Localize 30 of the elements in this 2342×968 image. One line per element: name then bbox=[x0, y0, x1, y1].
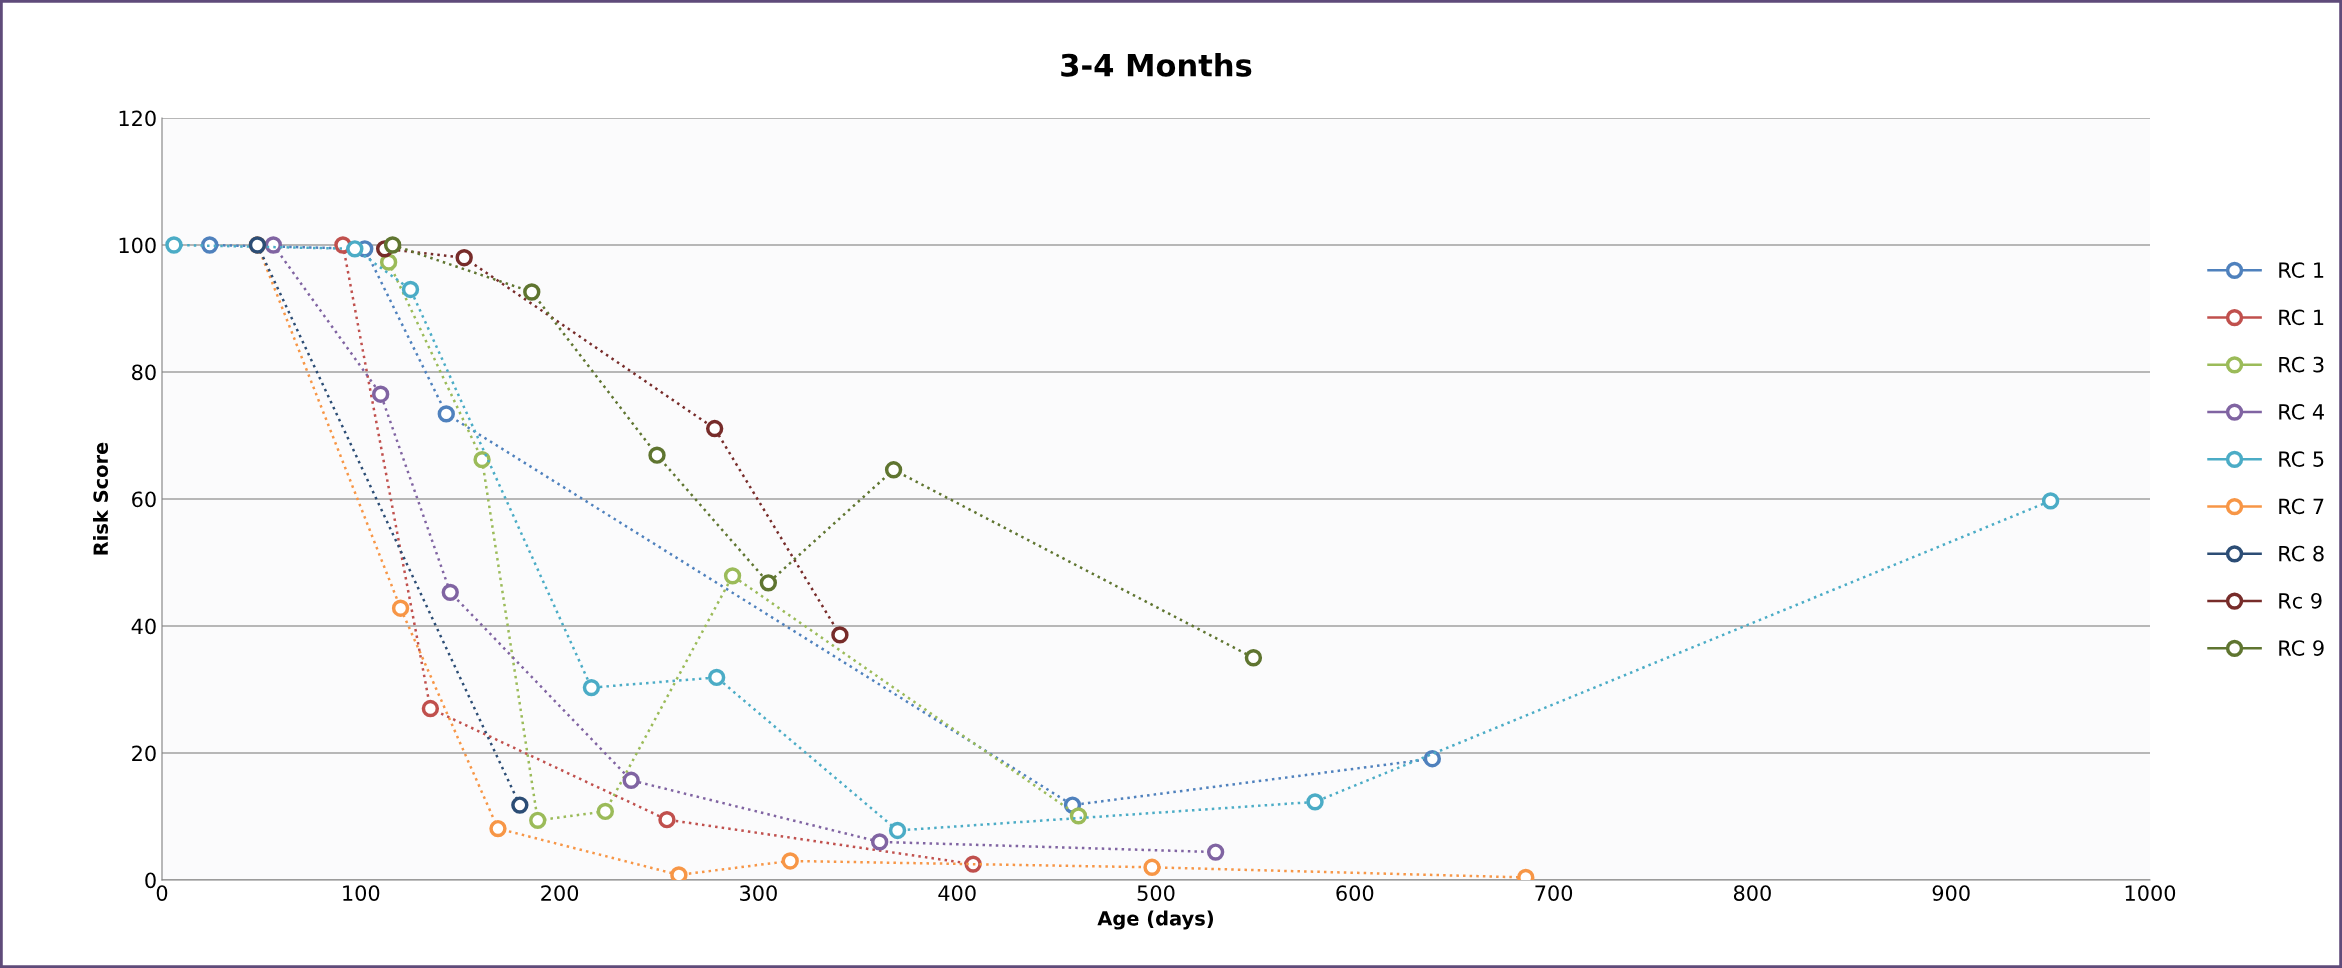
legend-label: RC 1 bbox=[2279, 309, 2324, 326]
y-axis-title: Risk Score bbox=[93, 442, 109, 555]
legend-label: RC 9 bbox=[2279, 640, 2324, 656]
chart-title: 3-4 Months bbox=[1061, 53, 1252, 77]
x-tick-label: 0 bbox=[156, 885, 168, 901]
x-tick-label: 700 bbox=[1535, 885, 1573, 901]
y-tick-label: 100 bbox=[119, 237, 156, 254]
legend-label: Rc 9 bbox=[2279, 592, 2322, 609]
legend-label: RC 4 bbox=[2279, 403, 2324, 420]
legend-label: RC 3 bbox=[2279, 356, 2324, 373]
y-tick-label: 40 bbox=[131, 618, 156, 635]
y-tick-label: 60 bbox=[132, 491, 156, 508]
y-tick-label: 20 bbox=[132, 745, 156, 762]
legend-label: RC 7 bbox=[2279, 498, 2324, 515]
x-tick-label: 100 bbox=[343, 885, 380, 901]
legend-label: RC 8 bbox=[2279, 545, 2324, 562]
legend-label: RC 5 bbox=[2279, 451, 2324, 467]
x-tick-label: 600 bbox=[1336, 885, 1374, 901]
x-tick-label: 900 bbox=[1932, 885, 1970, 901]
y-tick-label: 0 bbox=[145, 872, 156, 889]
x-tick-label: 800 bbox=[1733, 885, 1771, 901]
x-tick-label: 200 bbox=[541, 885, 579, 901]
x-axis-title: Age (days) bbox=[1097, 910, 1214, 930]
x-tick-label: 500 bbox=[1137, 885, 1175, 901]
x-tick-label: 1000 bbox=[2125, 885, 2176, 901]
y-tick-label: 120 bbox=[119, 110, 156, 127]
x-tick-label: 400 bbox=[938, 885, 976, 901]
x-tick-label: 300 bbox=[740, 885, 777, 901]
legend-label: RC 1 bbox=[2279, 262, 2324, 278]
y-tick-label: 80 bbox=[132, 364, 156, 381]
